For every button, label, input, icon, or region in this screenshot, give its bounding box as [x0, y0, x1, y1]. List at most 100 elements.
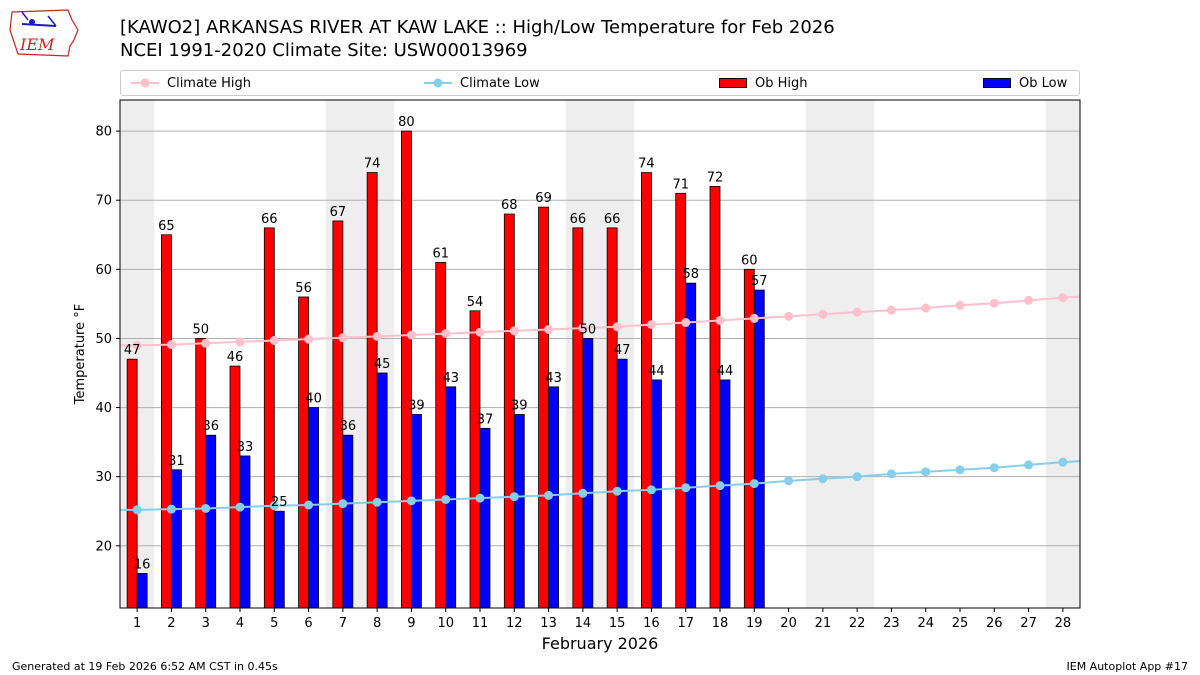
climate-low-point	[784, 476, 794, 486]
ob-high-bar	[298, 296, 309, 609]
ob-low-label: 37	[477, 412, 494, 427]
data-labels: 47 16 65 31 50 36 46 33 66 25 56 40 67 36 74 45 80 39 61 43…	[124, 115, 768, 572]
climate-low-point	[269, 501, 279, 511]
x-tick-label: 8	[373, 616, 381, 631]
climate-low-point	[852, 472, 862, 482]
climate-high-point	[1024, 295, 1034, 305]
ob-low-label: 39	[408, 398, 425, 413]
ob-low-label: 43	[545, 371, 562, 386]
x-tick-label: 26	[986, 616, 1003, 631]
ob-low-label: 33	[237, 440, 254, 455]
climate-low-point	[544, 490, 554, 500]
x-tick-label: 13	[540, 616, 557, 631]
ob-low-label: 57	[751, 274, 768, 289]
ob-low-bar	[342, 434, 354, 609]
x-tick-label: 18	[712, 616, 729, 631]
x-tick-label: 15	[609, 616, 626, 631]
iowa-state-logo-icon: IEM	[9, 9, 79, 57]
climate-low-point	[989, 463, 999, 473]
climate-high-point	[235, 337, 245, 347]
climate-low-point	[921, 467, 931, 477]
ob-low-label: 50	[580, 322, 597, 337]
climate-high-point	[166, 340, 176, 350]
y-tick-label: 70	[95, 194, 112, 209]
ob-high-label: 50	[192, 322, 209, 337]
climate-high-point	[1058, 293, 1068, 303]
x-tick-label: 9	[407, 616, 415, 631]
ob-high-label: 65	[158, 219, 175, 234]
climate-low-point	[509, 492, 519, 502]
ob-high-bar	[435, 262, 447, 609]
climate-high-point	[269, 336, 279, 346]
iem-logo: IEM	[8, 6, 80, 60]
ob-low-label: 40	[305, 392, 322, 407]
y-tick-label: 50	[95, 332, 112, 347]
x-tick-label: 23	[883, 616, 900, 631]
ob-low-bar	[753, 289, 765, 609]
ob-high-label: 74	[638, 157, 655, 172]
x-tick-label: 22	[849, 616, 866, 631]
y-tick-label: 60	[95, 263, 112, 278]
x-tick-label: 11	[472, 616, 489, 631]
generated-timestamp: Generated at 19 Feb 2026 6:52 AM CST in …	[12, 660, 278, 673]
ob-low-bar	[685, 282, 697, 609]
ob-high-bar	[675, 192, 687, 609]
ob-low-bar	[239, 455, 251, 609]
climate-low-point	[1058, 457, 1068, 467]
legend-label-climate-high: Climate High	[167, 75, 252, 91]
ob-high-label: 54	[467, 295, 484, 310]
y-tick-label: 80	[95, 125, 112, 140]
x-tick-label: 10	[437, 616, 454, 631]
climate-low-point	[818, 474, 828, 484]
ob-low-bar	[171, 469, 182, 609]
climate-high-point	[304, 334, 314, 344]
legend-marker-ob-low	[983, 78, 1011, 88]
climate-low-point	[372, 497, 382, 507]
x-tick-label: 19	[746, 616, 763, 631]
climate-high-point	[784, 311, 794, 321]
climate-high-point	[955, 300, 965, 310]
x-tick-label: 14	[575, 616, 592, 631]
legend-label-ob-low: Ob Low	[1019, 75, 1068, 91]
legend-item-ob-high: Ob High	[719, 71, 808, 95]
climate-high-point	[852, 307, 862, 317]
x-tick-label: 1	[133, 616, 141, 631]
x-tick-label: 12	[506, 616, 523, 631]
climate-low-point	[406, 496, 416, 506]
climate-high-point	[544, 324, 554, 334]
climate-low-point	[578, 488, 588, 498]
ob-low-label: 36	[340, 419, 357, 434]
ob-low-bar	[376, 372, 388, 609]
climate-low-point	[886, 469, 896, 479]
climate-high-point	[372, 331, 382, 341]
ob-high-label: 80	[398, 115, 415, 130]
ob-high-label: 60	[741, 253, 758, 268]
chart-title: [KAWO2] ARKANSAS RIVER AT KAW LAKE :: Hi…	[120, 17, 835, 38]
ob-low-bar	[273, 510, 285, 609]
x-tick-label: 24	[917, 616, 934, 631]
x-tick-label: 6	[304, 616, 312, 631]
x-tick-label: 28	[1055, 616, 1072, 631]
x-tick-label: 4	[236, 616, 244, 631]
climate-high-point	[201, 338, 211, 348]
x-tick-label: 25	[952, 616, 969, 631]
ob-low-bar	[513, 414, 525, 609]
ob-low-bar	[582, 338, 594, 609]
ob-high-label: 46	[227, 350, 244, 365]
climate-low-point	[1024, 460, 1034, 470]
ob-high-label: 61	[432, 246, 449, 261]
climate-high-point	[749, 313, 759, 323]
ob-low-label: 44	[648, 364, 665, 379]
ob-low-label: 39	[511, 398, 528, 413]
climate-low-point	[338, 499, 348, 509]
x-tick-label: 20	[780, 616, 797, 631]
ob-low-bar	[616, 358, 628, 609]
climate-low-point	[681, 483, 691, 493]
ob-low-label: 31	[168, 454, 185, 469]
climate-low-point	[646, 485, 656, 495]
climate-low-point	[612, 486, 622, 496]
ob-high-label: 66	[570, 212, 587, 227]
ob-low-label: 47	[614, 343, 631, 358]
ob-high-label: 72	[707, 170, 724, 185]
